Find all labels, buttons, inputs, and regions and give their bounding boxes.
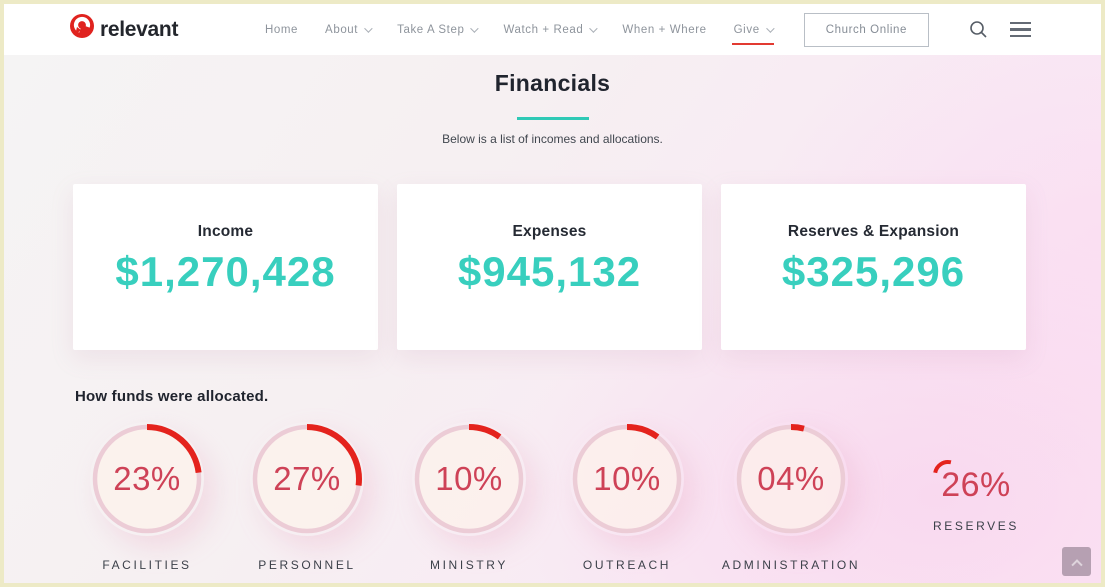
nav-item-take-a-step[interactable]: Take A Step xyxy=(397,23,480,36)
reserves-label: RESERVES xyxy=(933,519,1019,533)
scroll-to-top-button[interactable] xyxy=(1062,547,1091,576)
administration-percent: 04% xyxy=(757,460,825,497)
allocation-administration: 04% ADMINISTRATION xyxy=(711,422,871,572)
outreach-percent: 10% xyxy=(593,460,661,497)
page-title: Financials xyxy=(494,70,611,96)
nav-label-give: Give xyxy=(733,23,760,36)
facilities-label: FACILITIES xyxy=(102,558,192,572)
menu-icon[interactable] xyxy=(1010,21,1031,38)
donut-chart-administration: 04% xyxy=(734,422,848,536)
allocation-personnel: 27% PERSONNEL xyxy=(227,422,387,572)
donut-chart-personnel: 27% xyxy=(250,422,364,536)
title-divider xyxy=(516,117,589,120)
reserves-percent: 26% xyxy=(941,466,1011,504)
allocation-outreach: 10% OUTREACH xyxy=(547,422,707,572)
administration-label: ADMINISTRATION xyxy=(721,558,861,572)
chevron-down-icon xyxy=(364,23,373,33)
site-header: relevant Home About Take A Step Watch + … xyxy=(4,4,1101,55)
personnel-percent: 27% xyxy=(273,460,341,497)
ministry-percent: 10% xyxy=(435,460,503,497)
nav-item-when-where[interactable]: When + Where xyxy=(622,24,706,36)
allocations-heading: How funds were allocated. xyxy=(75,388,269,405)
nav-label-watch-read: Watch + Read xyxy=(503,23,584,36)
nav-label-about: About xyxy=(325,23,359,36)
personnel-label: PERSONNEL xyxy=(258,558,356,572)
brand-logo[interactable]: relevant xyxy=(68,13,178,46)
nav-item-give[interactable]: Give xyxy=(731,23,775,45)
chevron-up-icon xyxy=(1070,558,1083,570)
main-nav: Home About Take A Step Watch + Read When… xyxy=(265,23,775,45)
nav-item-about[interactable]: About xyxy=(325,23,373,36)
income-card-title: Income xyxy=(197,223,254,240)
donut-chart-outreach: 10% xyxy=(570,422,684,536)
income-amount: $1,270,428 xyxy=(115,248,336,295)
allocation-reserves: 26% RESERVES xyxy=(916,460,1036,533)
allocation-facilities: 23% FACILITIES xyxy=(67,422,227,572)
chevron-down-icon xyxy=(765,23,775,33)
nav-item-home[interactable]: Home xyxy=(265,24,298,36)
brand-name: relevant xyxy=(100,17,179,41)
reserves-percent-wrap: 26% xyxy=(933,460,1011,505)
nav-label-when-where: When + Where xyxy=(622,23,707,36)
page-subtitle: Below is a list of incomes and allocatio… xyxy=(442,132,663,146)
nav-item-watch-read[interactable]: Watch + Read xyxy=(503,23,599,36)
reserves-card: Reserves & Expansion $325,296 xyxy=(721,184,1026,350)
expenses-card-title: Expenses xyxy=(512,223,587,240)
expenses-amount: $945,132 xyxy=(457,248,642,295)
outreach-label: OUTREACH xyxy=(582,558,672,572)
church-online-button[interactable]: Church Online xyxy=(803,12,929,47)
active-nav-underline xyxy=(731,42,774,45)
nav-label-home: Home xyxy=(264,23,299,36)
summary-cards: Income $1,270,428 Expenses $945,132 Rese… xyxy=(73,184,1026,350)
reserves-mini-arc xyxy=(933,460,964,490)
donut-chart-facilities: 23% xyxy=(90,422,204,536)
search-icon[interactable] xyxy=(969,20,988,39)
facilities-percent: 23% xyxy=(113,460,181,497)
ministry-label: MINISTRY xyxy=(430,558,508,572)
donut-chart-ministry: 10% xyxy=(412,422,526,536)
allocation-ministry: 10% MINISTRY xyxy=(389,422,549,572)
chevron-down-icon xyxy=(470,23,480,33)
expenses-card: Expenses $945,132 xyxy=(397,184,702,350)
reserves-card-title: Reserves & Expansion xyxy=(787,223,960,240)
reserves-amount: $325,296 xyxy=(781,248,966,295)
income-card: Income $1,270,428 xyxy=(73,184,378,350)
brand-logo-icon xyxy=(68,13,96,46)
nav-label-take-a-step: Take A Step xyxy=(397,23,465,36)
chevron-down-icon xyxy=(589,23,599,33)
